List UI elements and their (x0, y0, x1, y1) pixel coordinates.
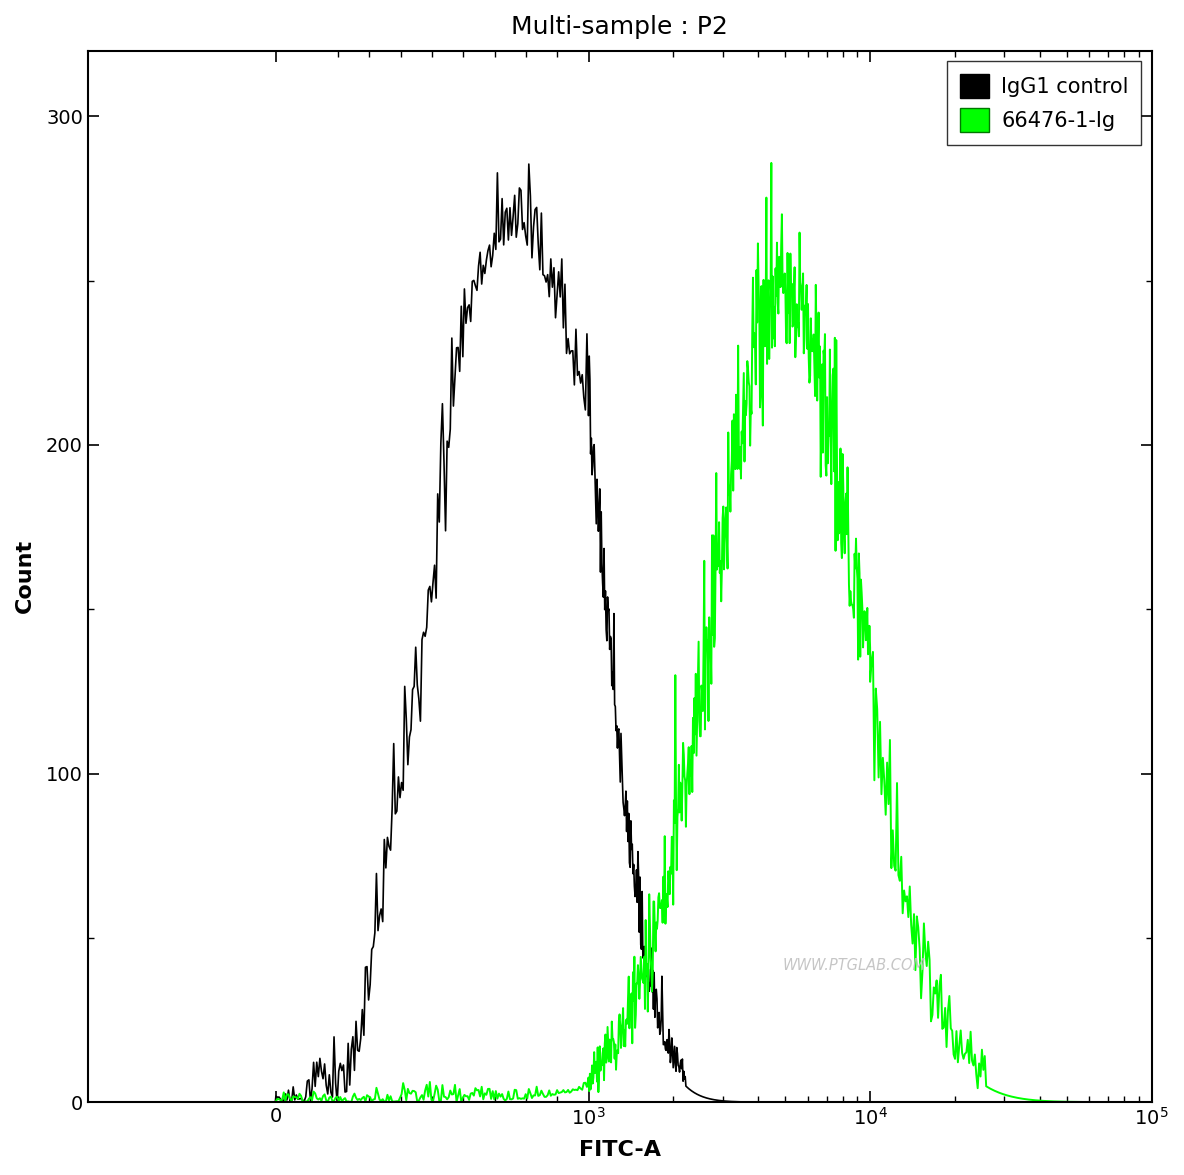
66476-1-Ig (869, 682, 883, 696)
66476-1-Ig (552, 1086, 566, 1100)
IgG1 control (522, 157, 536, 172)
66476-1-Ig (815, 357, 829, 371)
IgG1 control (81, 1095, 95, 1109)
Line: 66476-1-Ig: 66476-1-Ig (88, 163, 1152, 1102)
66476-1-Ig (764, 156, 778, 170)
IgG1 control (292, 1092, 307, 1106)
IgG1 control (315, 1065, 329, 1079)
66476-1-Ig (966, 1059, 980, 1073)
66476-1-Ig (292, 1087, 307, 1101)
IgG1 control (1145, 1095, 1159, 1109)
66476-1-Ig (315, 1094, 329, 1108)
IgG1 control (869, 1095, 883, 1109)
66476-1-Ig (1145, 1095, 1159, 1109)
Line: IgG1 control: IgG1 control (88, 165, 1152, 1102)
66476-1-Ig (81, 1095, 95, 1109)
Text: WWW.PTGLAB.COM: WWW.PTGLAB.COM (783, 958, 926, 973)
Y-axis label: Count: Count (15, 539, 36, 613)
Legend: IgG1 control, 66476-1-Ig: IgG1 control, 66476-1-Ig (947, 61, 1141, 145)
IgG1 control (815, 1095, 829, 1109)
IgG1 control (966, 1095, 980, 1109)
X-axis label: FITC-A: FITC-A (579, 1140, 661, 1160)
Title: Multi-sample : P2: Multi-sample : P2 (511, 15, 728, 39)
IgG1 control (553, 290, 567, 304)
